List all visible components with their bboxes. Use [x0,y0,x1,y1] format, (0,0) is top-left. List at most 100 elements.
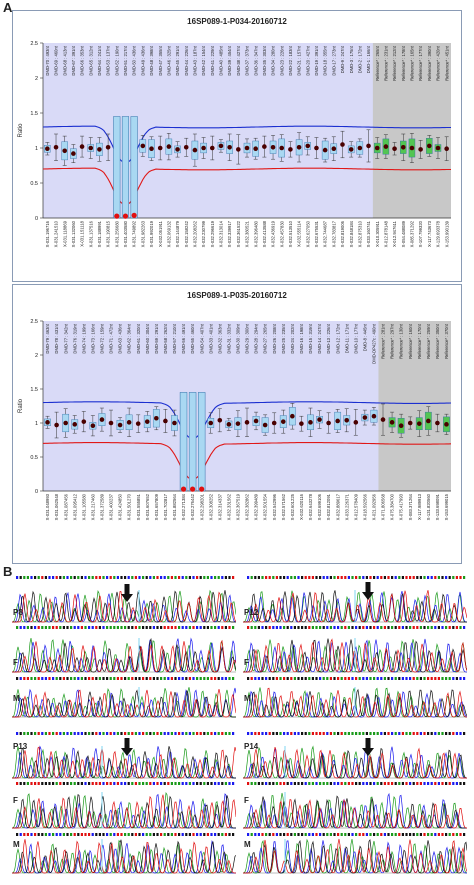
probe-label: Reference* : 160nt [408,323,413,359]
base-call [62,833,65,836]
base-call [221,626,224,629]
base-call [275,833,278,836]
ratio-point [262,422,268,428]
ratio-point [244,420,250,425]
probe-label: DMD-14 : 247nt [317,323,322,353]
base-call [434,677,437,680]
base-call [391,626,394,629]
base-call [344,782,347,785]
ratio-point [389,420,395,425]
base-call [91,732,94,735]
probe-label: DMD-46 : 325nt [166,45,171,75]
probe-label: DMD-40 : 485nt [219,45,224,75]
base-call [95,576,98,579]
base-call [427,782,430,785]
base-call [297,626,300,629]
base-call [98,576,101,579]
ratio-point [280,419,286,424]
base-call [23,677,26,680]
base-call [293,677,296,680]
base-call [455,677,458,680]
probe-41 [415,410,423,437]
probe-label: DMD-35 : 303nt [262,45,267,75]
base-call [206,732,209,735]
base-call [91,782,94,785]
base-call [265,833,268,836]
base-call [293,576,296,579]
base-call [199,576,202,579]
base-call [405,626,408,629]
base-call [265,626,268,629]
base-call [387,833,390,836]
ratio-point [290,413,295,419]
probe-label: DMD-58 : 262nt [163,323,168,353]
base-call [319,782,322,785]
base-call [254,677,257,680]
probe-11 [143,411,151,433]
base-call [206,677,209,680]
base-call [416,576,419,579]
base-call [394,677,397,680]
base-call [210,576,213,579]
probe-label: DMD-76 : 319nt [72,323,77,353]
coordinate-label: X-071.806568 [381,493,386,520]
base-call [196,833,199,836]
base-call [401,782,404,785]
base-call [26,833,29,836]
base-call [70,677,73,680]
base-call [77,732,80,735]
y-tick-label: 1.5 [30,387,38,393]
base-call [362,626,365,629]
variant-arrow-icon [362,582,374,600]
base-call [102,833,105,836]
base-call [221,576,224,579]
chart-2-plot: 0 0.5 1 1.5 2 2.5 Ratio DMD-79 : 463nt DMD-78 : … [18,319,452,520]
base-call [102,677,105,680]
ratio-point [299,421,304,426]
ratio-point [172,420,177,426]
chromatogram-p14 [243,732,467,874]
base-call-strip [16,677,235,680]
base-call [441,576,444,579]
chromatogram-p13 [12,732,236,874]
base-call [185,732,188,735]
base-call [459,677,462,680]
base-call [113,677,116,680]
probe-label: DMD-77 : 342nt [63,323,68,353]
coordinate-label: X-031.087456 [63,493,68,520]
base-call [124,782,127,785]
base-call [138,732,141,735]
deleted-probe-box [130,116,138,219]
base-call [344,576,347,579]
base-call [391,732,394,735]
base-call [34,782,37,785]
base-call [174,677,177,680]
ratio-point [353,420,359,425]
base-call [113,833,116,836]
base-call [283,782,286,785]
base-call [88,677,91,680]
base-call [95,833,98,836]
base-call [145,833,148,836]
base-call [34,626,37,629]
probe-label: DMD-12 : 172nt [335,323,340,353]
base-call [326,782,329,785]
base-call [16,576,19,579]
ratio-point [183,145,189,150]
coordinate-label: X-032.812091 [326,493,331,520]
base-call [344,833,347,836]
base-call [315,677,318,680]
base-call [91,677,94,680]
base-call [188,677,191,680]
base-call [214,626,217,629]
base-call [455,782,458,785]
base-call [337,576,340,579]
base-call [232,576,235,579]
base-call [199,677,202,680]
base-call [347,833,350,836]
base-call [214,782,217,785]
base-call [265,576,268,579]
base-call [257,677,260,680]
base-call [181,782,184,785]
base-call [120,576,123,579]
